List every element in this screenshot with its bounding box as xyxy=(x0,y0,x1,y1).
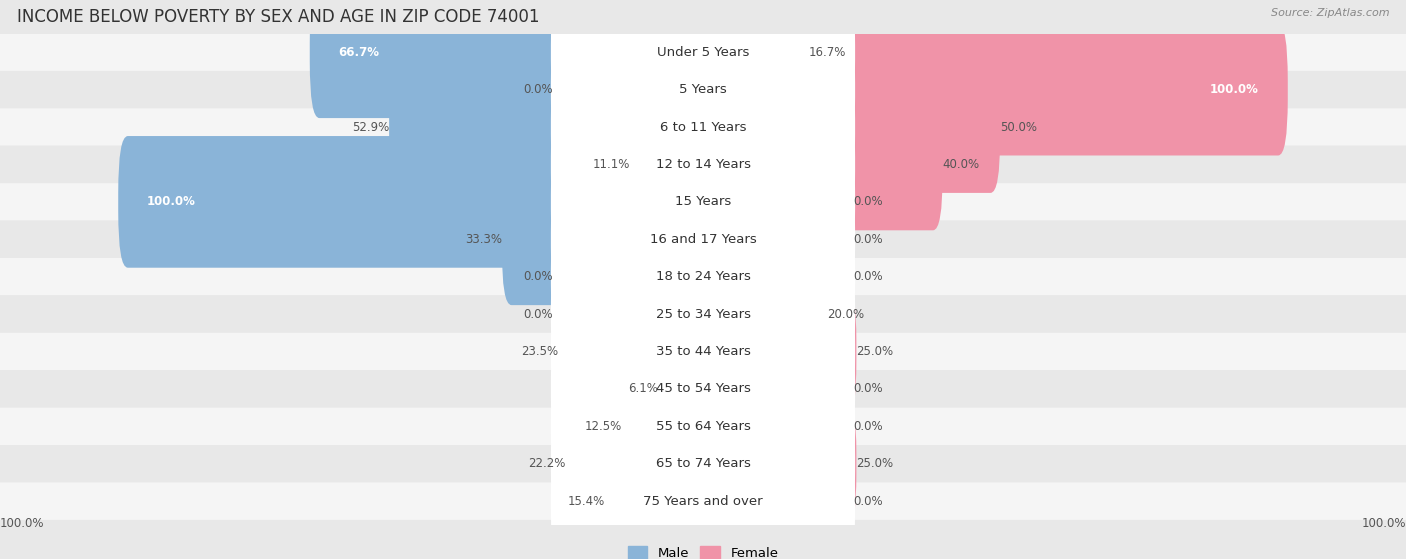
FancyBboxPatch shape xyxy=(0,445,1406,482)
FancyBboxPatch shape xyxy=(693,61,1000,193)
Text: 6.1%: 6.1% xyxy=(628,382,658,395)
Text: 15.4%: 15.4% xyxy=(568,495,605,508)
Text: 0.0%: 0.0% xyxy=(853,495,883,508)
Text: 20.0%: 20.0% xyxy=(828,307,865,321)
Text: 5 Years: 5 Years xyxy=(679,83,727,96)
FancyBboxPatch shape xyxy=(565,398,713,529)
Text: 0.0%: 0.0% xyxy=(523,270,553,283)
Text: 66.7%: 66.7% xyxy=(339,46,380,59)
FancyBboxPatch shape xyxy=(551,53,855,201)
FancyBboxPatch shape xyxy=(551,165,855,314)
Text: 0.0%: 0.0% xyxy=(853,420,883,433)
Text: 40.0%: 40.0% xyxy=(942,158,980,171)
Text: 100.0%: 100.0% xyxy=(148,196,195,209)
Text: 18 to 24 Years: 18 to 24 Years xyxy=(655,270,751,283)
FancyBboxPatch shape xyxy=(551,352,855,501)
Text: Source: ZipAtlas.com: Source: ZipAtlas.com xyxy=(1271,8,1389,18)
Text: 100.0%: 100.0% xyxy=(0,517,45,530)
FancyBboxPatch shape xyxy=(551,240,855,389)
FancyBboxPatch shape xyxy=(0,71,1406,108)
FancyBboxPatch shape xyxy=(558,286,713,418)
FancyBboxPatch shape xyxy=(693,286,856,418)
FancyBboxPatch shape xyxy=(0,408,1406,445)
Text: 0.0%: 0.0% xyxy=(853,270,883,283)
Text: 16.7%: 16.7% xyxy=(808,46,846,59)
Text: 0.0%: 0.0% xyxy=(523,83,553,96)
FancyBboxPatch shape xyxy=(551,90,855,239)
FancyBboxPatch shape xyxy=(0,295,1406,333)
Text: 35 to 44 Years: 35 to 44 Years xyxy=(655,345,751,358)
Text: 12 to 14 Years: 12 to 14 Years xyxy=(655,158,751,171)
FancyBboxPatch shape xyxy=(693,98,942,230)
FancyBboxPatch shape xyxy=(551,0,855,127)
FancyBboxPatch shape xyxy=(658,323,713,455)
Text: 45 to 54 Years: 45 to 54 Years xyxy=(655,382,751,395)
Text: 25.0%: 25.0% xyxy=(856,457,893,470)
FancyBboxPatch shape xyxy=(502,173,713,305)
FancyBboxPatch shape xyxy=(551,315,855,463)
FancyBboxPatch shape xyxy=(0,482,1406,520)
FancyBboxPatch shape xyxy=(551,389,855,538)
FancyBboxPatch shape xyxy=(0,258,1406,295)
FancyBboxPatch shape xyxy=(0,183,1406,221)
FancyBboxPatch shape xyxy=(551,427,855,559)
FancyBboxPatch shape xyxy=(0,370,1406,408)
Text: INCOME BELOW POVERTY BY SEX AND AGE IN ZIP CODE 74001: INCOME BELOW POVERTY BY SEX AND AGE IN Z… xyxy=(17,8,540,26)
FancyBboxPatch shape xyxy=(0,34,1406,71)
Text: 0.0%: 0.0% xyxy=(853,233,883,246)
FancyBboxPatch shape xyxy=(630,98,713,230)
FancyBboxPatch shape xyxy=(693,248,828,380)
FancyBboxPatch shape xyxy=(551,127,855,276)
FancyBboxPatch shape xyxy=(0,221,1406,258)
Text: 100.0%: 100.0% xyxy=(1211,83,1258,96)
Text: 50.0%: 50.0% xyxy=(1000,121,1038,134)
FancyBboxPatch shape xyxy=(551,202,855,351)
Text: 6 to 11 Years: 6 to 11 Years xyxy=(659,121,747,134)
FancyBboxPatch shape xyxy=(693,0,808,118)
Text: 52.9%: 52.9% xyxy=(352,121,389,134)
FancyBboxPatch shape xyxy=(0,108,1406,146)
Text: 12.5%: 12.5% xyxy=(585,420,621,433)
FancyBboxPatch shape xyxy=(309,0,713,118)
Text: 100.0%: 100.0% xyxy=(1361,517,1406,530)
Text: Under 5 Years: Under 5 Years xyxy=(657,46,749,59)
Text: 0.0%: 0.0% xyxy=(853,382,883,395)
FancyBboxPatch shape xyxy=(118,136,713,268)
FancyBboxPatch shape xyxy=(621,361,713,492)
Text: 75 Years and over: 75 Years and over xyxy=(643,495,763,508)
Text: 16 and 17 Years: 16 and 17 Years xyxy=(650,233,756,246)
FancyBboxPatch shape xyxy=(693,24,1288,155)
Text: 65 to 74 Years: 65 to 74 Years xyxy=(655,457,751,470)
Text: 33.3%: 33.3% xyxy=(465,233,502,246)
FancyBboxPatch shape xyxy=(693,398,856,529)
Text: 55 to 64 Years: 55 to 64 Years xyxy=(655,420,751,433)
Text: 25.0%: 25.0% xyxy=(856,345,893,358)
Legend: Male, Female: Male, Female xyxy=(623,541,783,559)
FancyBboxPatch shape xyxy=(605,435,713,559)
FancyBboxPatch shape xyxy=(0,146,1406,183)
Text: 0.0%: 0.0% xyxy=(853,196,883,209)
Text: 23.5%: 23.5% xyxy=(522,345,558,358)
Text: 15 Years: 15 Years xyxy=(675,196,731,209)
FancyBboxPatch shape xyxy=(389,61,713,193)
Text: 11.1%: 11.1% xyxy=(592,158,630,171)
FancyBboxPatch shape xyxy=(551,15,855,164)
Text: 25 to 34 Years: 25 to 34 Years xyxy=(655,307,751,321)
Text: 0.0%: 0.0% xyxy=(523,307,553,321)
Text: 22.2%: 22.2% xyxy=(529,457,565,470)
FancyBboxPatch shape xyxy=(0,333,1406,370)
FancyBboxPatch shape xyxy=(551,277,855,426)
